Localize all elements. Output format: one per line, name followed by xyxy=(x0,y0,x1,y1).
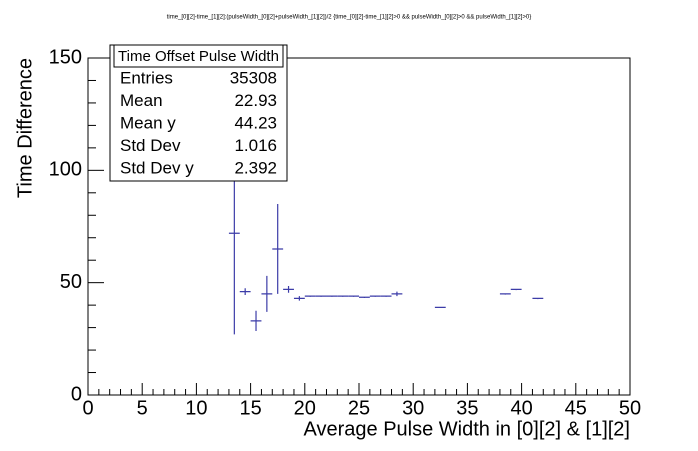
x-tick-label: 15 xyxy=(239,397,261,419)
x-tick-label: 10 xyxy=(185,397,207,419)
stats-label: Entries xyxy=(120,68,173,87)
stats-title-box xyxy=(113,44,284,68)
stats-label: Std Dev xyxy=(120,136,181,155)
error-bar xyxy=(369,295,381,297)
error-bar xyxy=(304,295,316,297)
error-bar xyxy=(283,286,294,293)
stats-value: 35308 xyxy=(230,68,277,87)
x-tick-label: 20 xyxy=(294,397,316,419)
error-bar xyxy=(532,297,544,300)
error-bar xyxy=(239,288,251,296)
error-bar xyxy=(359,296,370,298)
error-bar xyxy=(348,295,359,297)
error-bar xyxy=(261,275,273,312)
y-tick-label: 100 xyxy=(49,159,82,181)
x-tick-label: 30 xyxy=(402,397,424,419)
stats-value: 44.23 xyxy=(234,113,277,132)
error-bar xyxy=(434,306,446,309)
x-tick-label: 40 xyxy=(510,397,532,419)
chart-title: time_[0][2]-time_[1][2]:(pulseWidth_[0][… xyxy=(167,15,532,21)
stats-label: Std Dev y xyxy=(120,158,194,177)
stats-label: Mean y xyxy=(120,113,176,132)
error-bar xyxy=(250,310,262,331)
x-tick-label: 45 xyxy=(565,397,587,419)
error-bar xyxy=(315,295,327,297)
y-tick-label: 50 xyxy=(60,271,82,293)
error-bar xyxy=(272,204,284,294)
x-tick-label: 25 xyxy=(348,397,370,419)
error-bar xyxy=(380,295,392,297)
y-tick-label: 150 xyxy=(49,46,82,68)
stats-box xyxy=(109,44,288,182)
x-tick-label: 5 xyxy=(137,397,148,419)
stats-label: Mean xyxy=(120,91,163,110)
error-bar xyxy=(510,288,522,291)
error-bar xyxy=(337,295,349,297)
error-bar xyxy=(293,296,305,301)
error-bar xyxy=(391,291,403,297)
y-tick-label: 0 xyxy=(71,383,82,405)
stats-title: Time Offset Pulse Width xyxy=(118,48,279,65)
stats-value: 1.016 xyxy=(234,136,277,155)
x-tick-label: 0 xyxy=(82,397,93,419)
stats-value: 2.392 xyxy=(234,158,277,177)
x-axis-title: Average Pulse Width in [0][2] & [1][2] xyxy=(304,418,630,440)
error-bar xyxy=(499,293,511,295)
y-axis-title: Time Difference xyxy=(14,58,36,198)
x-tick-label: 50 xyxy=(619,397,641,419)
stats-value: 22.93 xyxy=(234,91,277,110)
x-tick-label: 35 xyxy=(456,397,478,419)
error-bar xyxy=(326,295,338,297)
